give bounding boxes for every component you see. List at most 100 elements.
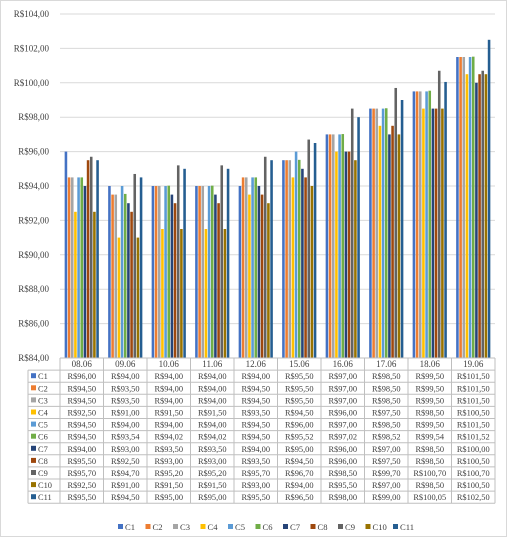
legend: C1 C2 C3 C4 C5 C6 C7 C8 C9 C10 C11 [118,522,414,532]
bar-C5-08.06 [77,177,80,358]
table-cell: R$95,70 [241,469,270,478]
bar-C5-16.06 [338,134,341,358]
y-tick-label: R$84,00 [18,353,49,363]
table-cell: R$94,00 [285,481,314,490]
bar-C5-09.06 [120,186,124,358]
table-cell: R$93,00 [198,457,227,466]
table-cell: R$97,50 [372,457,401,466]
table-cell: R$100,50 [457,481,490,490]
bar-C7-08.06 [83,186,87,358]
table-cell: R$91,50 [198,481,227,490]
table-cell: R$94,50 [241,421,270,430]
bar-C8-18.06 [434,108,438,358]
table-cell: R$99,50 [415,372,444,381]
bar-C1-17.06 [369,108,372,358]
table-series-name: C4 [38,409,49,418]
bar-C8-19.06 [478,74,481,358]
table-cell: R$94,50 [241,396,270,405]
bar-C8-11.06 [217,203,220,358]
bar-C1-10.06 [151,186,155,358]
table-series-key [31,385,36,391]
bar-C10-16.06 [354,160,357,358]
bar-C4-18.06 [422,108,425,358]
bar-C1-16.06 [325,134,329,358]
legend-label-C10: C10 [373,522,387,532]
bar-C7-09.06 [127,203,130,358]
bar-C2-09.06 [111,194,114,358]
table-cell: R$95,52 [285,433,314,442]
bar-C5-10.06 [164,186,167,358]
table-cell: R$91,00 [111,409,140,418]
table-series-name: C2 [38,384,48,393]
table-cell: R$96,00 [285,421,314,430]
bar-C7-10.06 [170,194,174,358]
y-axis-tick-labels: R$84,00 R$86,00 R$88,00 R$90,00 R$92,00 R$94,… [14,9,50,363]
bar-C4-17.06 [378,125,382,358]
table-series-name: C8 [38,457,48,466]
bar-C6-12.06 [254,177,258,358]
table-cell: R$94,02 [198,433,227,442]
table-series-key [31,397,36,403]
table-series-name: C7 [38,445,48,454]
table-cell: R$93,50 [111,396,140,405]
bar-C3-11.06 [201,186,205,358]
legend-label-C5: C5 [235,522,245,532]
y-tick-label: R$104,00 [14,9,50,19]
table-cell: R$98,00 [328,493,357,502]
bar-C10-09.06 [136,237,140,358]
bar-C11-08.06 [96,160,99,358]
table-cell: R$98,50 [415,409,444,418]
table-cell: R$94,00 [154,372,183,381]
table-cell: R$95,50 [285,396,314,405]
x-category-label: 09.06 [115,359,136,369]
table-cell: R$98,50 [415,445,444,454]
x-category-label: 18.06 [420,359,441,369]
table-cell: R$97,02 [328,433,357,442]
table-series-key [31,457,36,463]
table-cell: R$95,00 [198,493,227,502]
bar-C6-18.06 [428,90,432,358]
bar-C9-17.06 [394,87,398,359]
table-series-key [31,482,36,488]
bar-C5-15.06 [294,151,298,358]
bar-C2-16.06 [328,134,332,358]
bar-C4-08.06 [74,211,77,358]
table-cell: R$92,50 [67,481,96,490]
bar-C10-12.06 [267,203,270,358]
bar-C11-19.06 [487,39,491,359]
bar-C6-09.06 [123,193,127,358]
table-cell: R$94,50 [111,493,140,502]
legend-label-C8: C8 [318,522,328,532]
table-cell: R$96,50 [285,493,314,502]
table-cell: R$91,50 [154,409,183,418]
table-cell: R$100,05 [413,493,446,502]
table-cell: R$96,00 [328,445,357,454]
table-cell: R$99,50 [415,396,444,405]
bar-C8-12.06 [260,194,264,358]
bar-C10-10.06 [180,229,183,358]
bar-C11-12.06 [270,160,273,358]
table-cell: R$93,00 [111,445,140,454]
table-cell: R$96,00 [328,409,357,418]
table-cell: R$97,00 [328,421,357,430]
table-cell: R$93,50 [111,384,140,393]
legend-key-C8 [310,524,316,529]
bars [64,39,491,359]
table-series-key [31,373,36,379]
table-cell: R$98,50 [372,421,401,430]
legend-label-C9: C9 [345,522,355,532]
table-cell: R$98,52 [372,433,401,442]
x-category-label: 19.06 [463,359,484,369]
table-cell: R$97,50 [372,409,401,418]
table-cell: R$101,50 [457,396,490,405]
bar-C1-15.06 [282,160,285,358]
table-cell: R$95,50 [67,493,96,502]
bar-C2-10.06 [154,186,158,358]
table-cell: R$95,50 [67,457,96,466]
x-category-label: 15.06 [289,359,310,369]
table-cell: R$92,50 [67,409,96,418]
bar-C5-18.06 [425,91,428,359]
table-cell: R$98,50 [415,481,444,490]
